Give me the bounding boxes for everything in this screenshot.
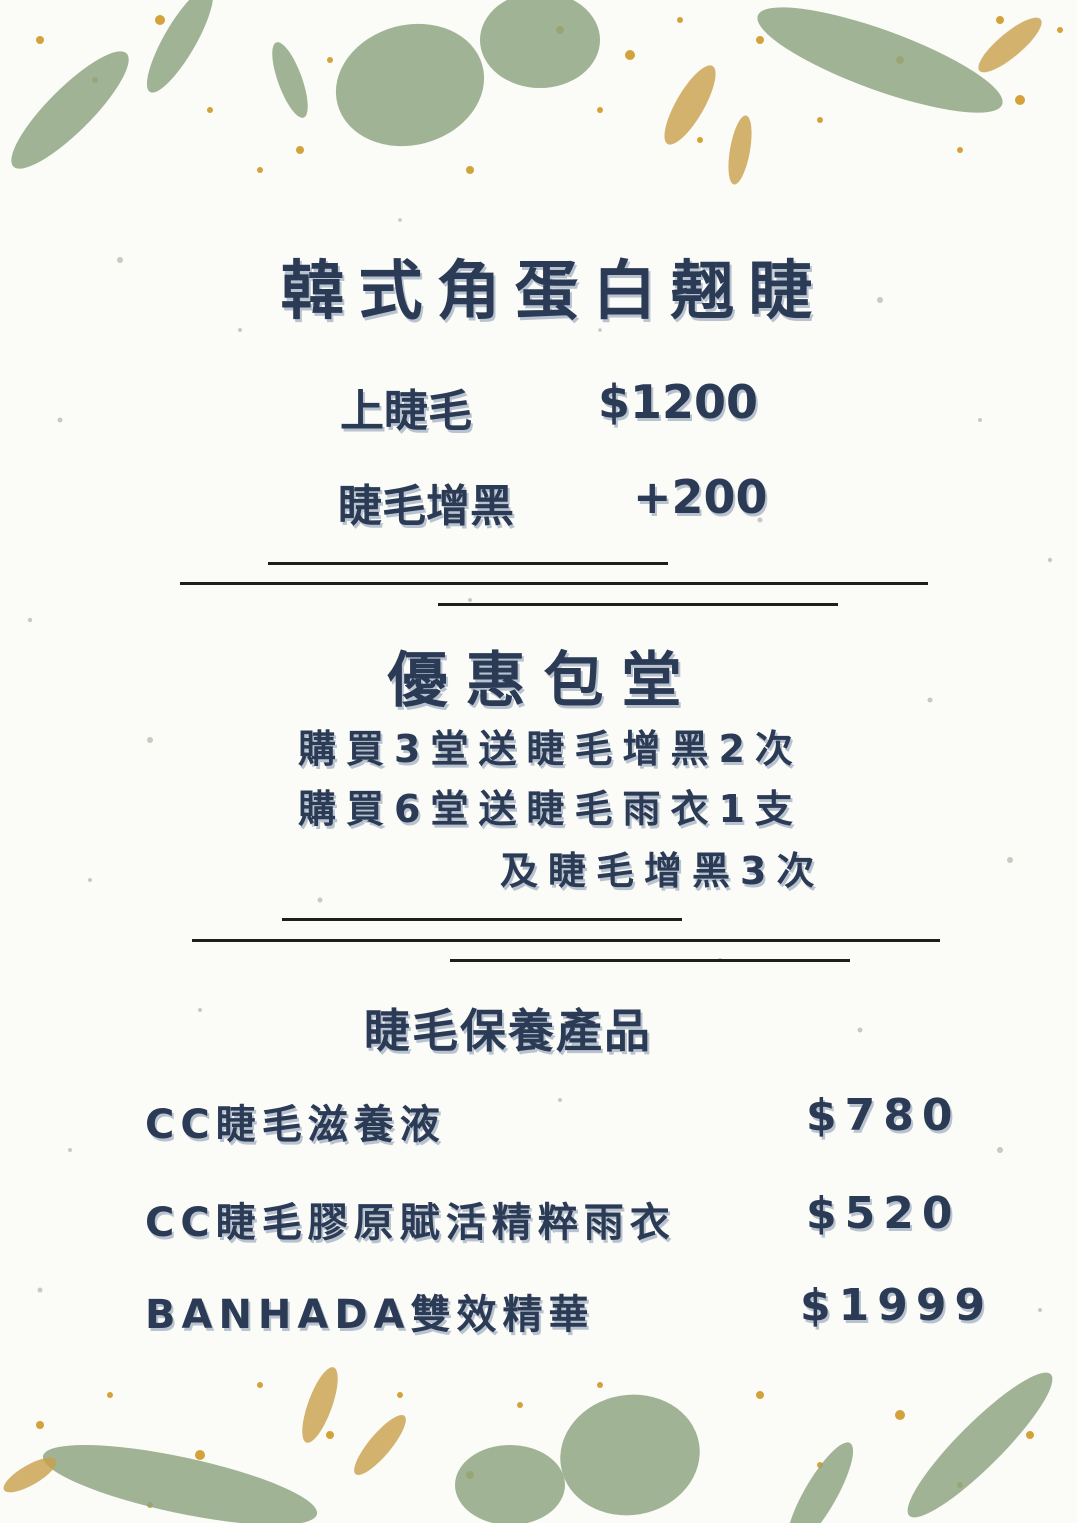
promotion-line: 購買3堂送睫毛增黑2次 [298,727,803,771]
promotion-line: 購買6堂送睫毛雨衣1支 [298,787,803,831]
divider-line [438,603,838,606]
product-name: BANHADA雙效精華 [145,1292,595,1338]
bottom-leaf-decoration [3,1367,1053,1523]
divider-line [192,939,940,942]
divider-line [268,562,668,565]
divider-line [450,959,850,962]
divider-line [282,918,682,921]
divider-line [180,582,928,585]
products-title: 睫毛保養產品 [364,1004,652,1058]
promotion-title: 優惠包堂 [387,646,700,716]
service-name: 睫毛增黑 [338,481,514,532]
page-title: 韓式角蛋白翹睫 [280,255,827,329]
promotion-line: 及睫毛增黑3次 [500,849,825,893]
service-price: +200 [633,470,768,524]
service-price: $1200 [598,375,759,429]
product-name: CC睫毛滋養液 [145,1102,446,1148]
product-price: $520 [806,1188,961,1239]
service-name: 上睫毛 [340,386,472,437]
product-price: $1999 [800,1280,994,1331]
top-leaf-decoration [11,0,1063,185]
product-price: $780 [806,1090,961,1141]
product-name: CC睫毛膠原賦活精粹雨衣 [145,1200,676,1246]
